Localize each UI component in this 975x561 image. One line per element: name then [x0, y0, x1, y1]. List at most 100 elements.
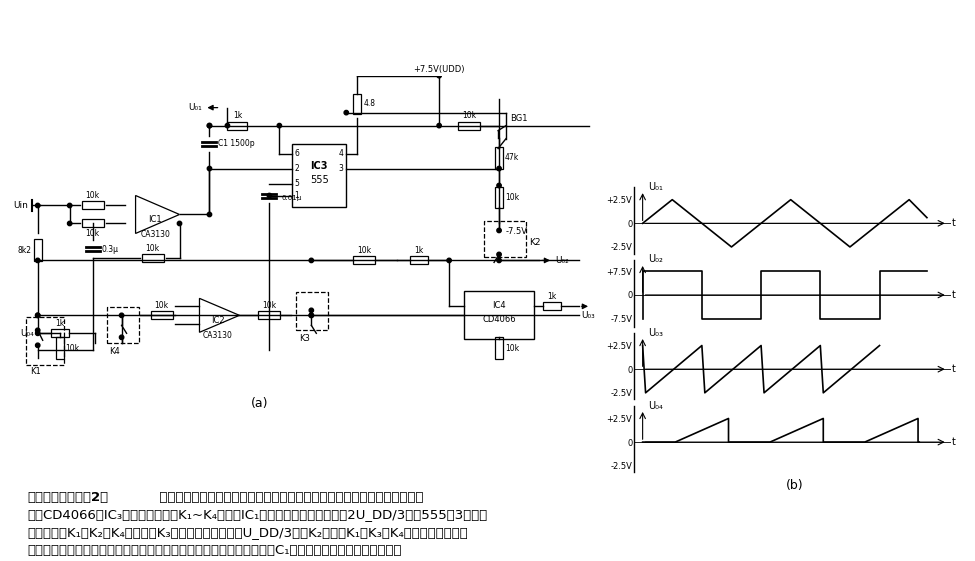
Text: C1 1500p: C1 1500p — [218, 139, 255, 148]
Bar — [227, 122, 248, 130]
Circle shape — [309, 308, 314, 312]
Bar — [495, 146, 503, 168]
Circle shape — [447, 258, 451, 263]
Bar — [353, 94, 362, 114]
Text: 10k: 10k — [86, 191, 99, 200]
Circle shape — [208, 123, 212, 128]
Bar — [458, 122, 480, 130]
Bar — [296, 292, 329, 330]
Bar — [410, 256, 428, 264]
Bar — [106, 307, 138, 343]
Text: (b): (b) — [786, 479, 803, 492]
Text: 该电路由积分器、施密特触发器、四模拟开关和反相放大器等组成。四模拟: 该电路由积分器、施密特触发器、四模拟开关和反相放大器等组成。四模拟 — [151, 490, 424, 504]
Text: 1k: 1k — [547, 292, 557, 301]
Text: 四种输出波形，即三角波、方波、负向锅齿波、间歇正向锅齿波。改变C₁可改变输出信号频率，外加电压: 四种输出波形，即三角波、方波、负向锅齿波、间歇正向锅齿波。改变C₁可改变输出信号… — [27, 544, 402, 557]
Circle shape — [35, 328, 40, 333]
Bar — [141, 255, 164, 263]
Circle shape — [344, 111, 348, 115]
Circle shape — [67, 203, 72, 208]
Text: t: t — [952, 290, 956, 300]
Text: 1: 1 — [294, 191, 299, 200]
Circle shape — [35, 331, 40, 335]
Text: BG1: BG1 — [510, 114, 527, 123]
Circle shape — [67, 221, 72, 226]
Bar — [51, 329, 68, 337]
Text: 10k: 10k — [262, 301, 277, 310]
Text: 555: 555 — [310, 174, 329, 185]
Circle shape — [35, 313, 40, 318]
Circle shape — [497, 228, 501, 233]
Text: K1: K1 — [29, 367, 41, 376]
Bar — [258, 311, 281, 319]
Text: 1k: 1k — [55, 319, 64, 328]
Circle shape — [497, 183, 501, 188]
Text: Uin: Uin — [13, 201, 27, 210]
Text: 4.8: 4.8 — [364, 99, 375, 108]
Text: 开关CD4066由IC₃的输出控制，使K₁~K₄通断。IC₁输出三角波，当其値超过2U_DD/3时，555的3脚输出: 开关CD4066由IC₃的输出控制，使K₁~K₄通断。IC₁输出三角波，当其値超… — [27, 508, 488, 521]
Text: 1k: 1k — [414, 246, 424, 255]
Text: 10k: 10k — [505, 344, 519, 353]
Text: 低电平，使K₁、K₂、K₄断开，而K₃接通；当三角波降至U_DD/3时，K₂断开，K₁、K₃、K₄接通。此电路可有: 低电平，使K₁、K₂、K₄断开，而K₃接通；当三角波降至U_DD/3时，K₂断开… — [27, 526, 468, 539]
Text: CA3130: CA3130 — [140, 231, 171, 240]
Text: 4: 4 — [338, 149, 343, 158]
Text: U₀₄: U₀₄ — [20, 329, 34, 338]
Bar — [56, 337, 63, 359]
Text: IC4: IC4 — [492, 301, 506, 310]
Bar — [150, 311, 173, 319]
Text: K2: K2 — [529, 238, 540, 247]
Circle shape — [35, 258, 40, 263]
Bar — [353, 256, 375, 264]
Text: CD4066: CD4066 — [483, 315, 516, 324]
Text: t: t — [952, 218, 956, 228]
Bar — [464, 291, 534, 339]
Text: IC1: IC1 — [148, 215, 161, 224]
Text: 3: 3 — [338, 164, 343, 173]
Circle shape — [437, 123, 442, 128]
Text: 1k: 1k — [233, 111, 242, 120]
Circle shape — [119, 313, 124, 318]
Circle shape — [35, 313, 40, 318]
Bar — [495, 186, 503, 209]
Text: IC2: IC2 — [211, 316, 224, 325]
Circle shape — [437, 73, 442, 78]
Text: K3: K3 — [299, 334, 310, 343]
Bar — [495, 337, 503, 359]
Bar — [292, 144, 346, 208]
Circle shape — [35, 203, 40, 208]
Text: 0.3μ: 0.3μ — [101, 245, 119, 254]
Text: 10k: 10k — [65, 344, 80, 353]
Circle shape — [309, 313, 314, 318]
Text: U₀₃: U₀₃ — [648, 328, 664, 338]
Bar — [82, 219, 103, 227]
Circle shape — [208, 167, 212, 171]
Text: U₀₂: U₀₂ — [555, 256, 568, 265]
Text: 10k: 10k — [505, 193, 519, 202]
Text: 2: 2 — [294, 164, 299, 173]
Bar — [484, 222, 527, 257]
Text: U₀₂: U₀₂ — [648, 254, 663, 264]
Text: U₀₃: U₀₃ — [581, 311, 595, 320]
Text: +7.5V(UDD): +7.5V(UDD) — [413, 65, 465, 73]
Text: 5: 5 — [294, 179, 299, 188]
Circle shape — [35, 343, 40, 347]
Text: 47k: 47k — [505, 153, 520, 162]
Text: 0.01μ: 0.01μ — [282, 195, 301, 200]
Text: IC3: IC3 — [311, 160, 328, 171]
Circle shape — [497, 258, 501, 263]
Text: 6: 6 — [294, 149, 299, 158]
Circle shape — [208, 123, 212, 128]
Bar — [543, 302, 561, 310]
Circle shape — [225, 123, 230, 128]
Circle shape — [277, 123, 282, 128]
Text: U₀₁: U₀₁ — [189, 103, 203, 112]
Text: 10k: 10k — [86, 229, 99, 238]
Text: t: t — [952, 437, 956, 447]
Circle shape — [497, 252, 501, 256]
Text: 8k2: 8k2 — [18, 246, 32, 255]
Bar — [25, 318, 63, 365]
Text: 10k: 10k — [462, 111, 476, 120]
Text: 10k: 10k — [145, 244, 160, 253]
Circle shape — [208, 212, 212, 217]
Text: t: t — [952, 364, 956, 374]
Text: K4: K4 — [109, 347, 120, 356]
